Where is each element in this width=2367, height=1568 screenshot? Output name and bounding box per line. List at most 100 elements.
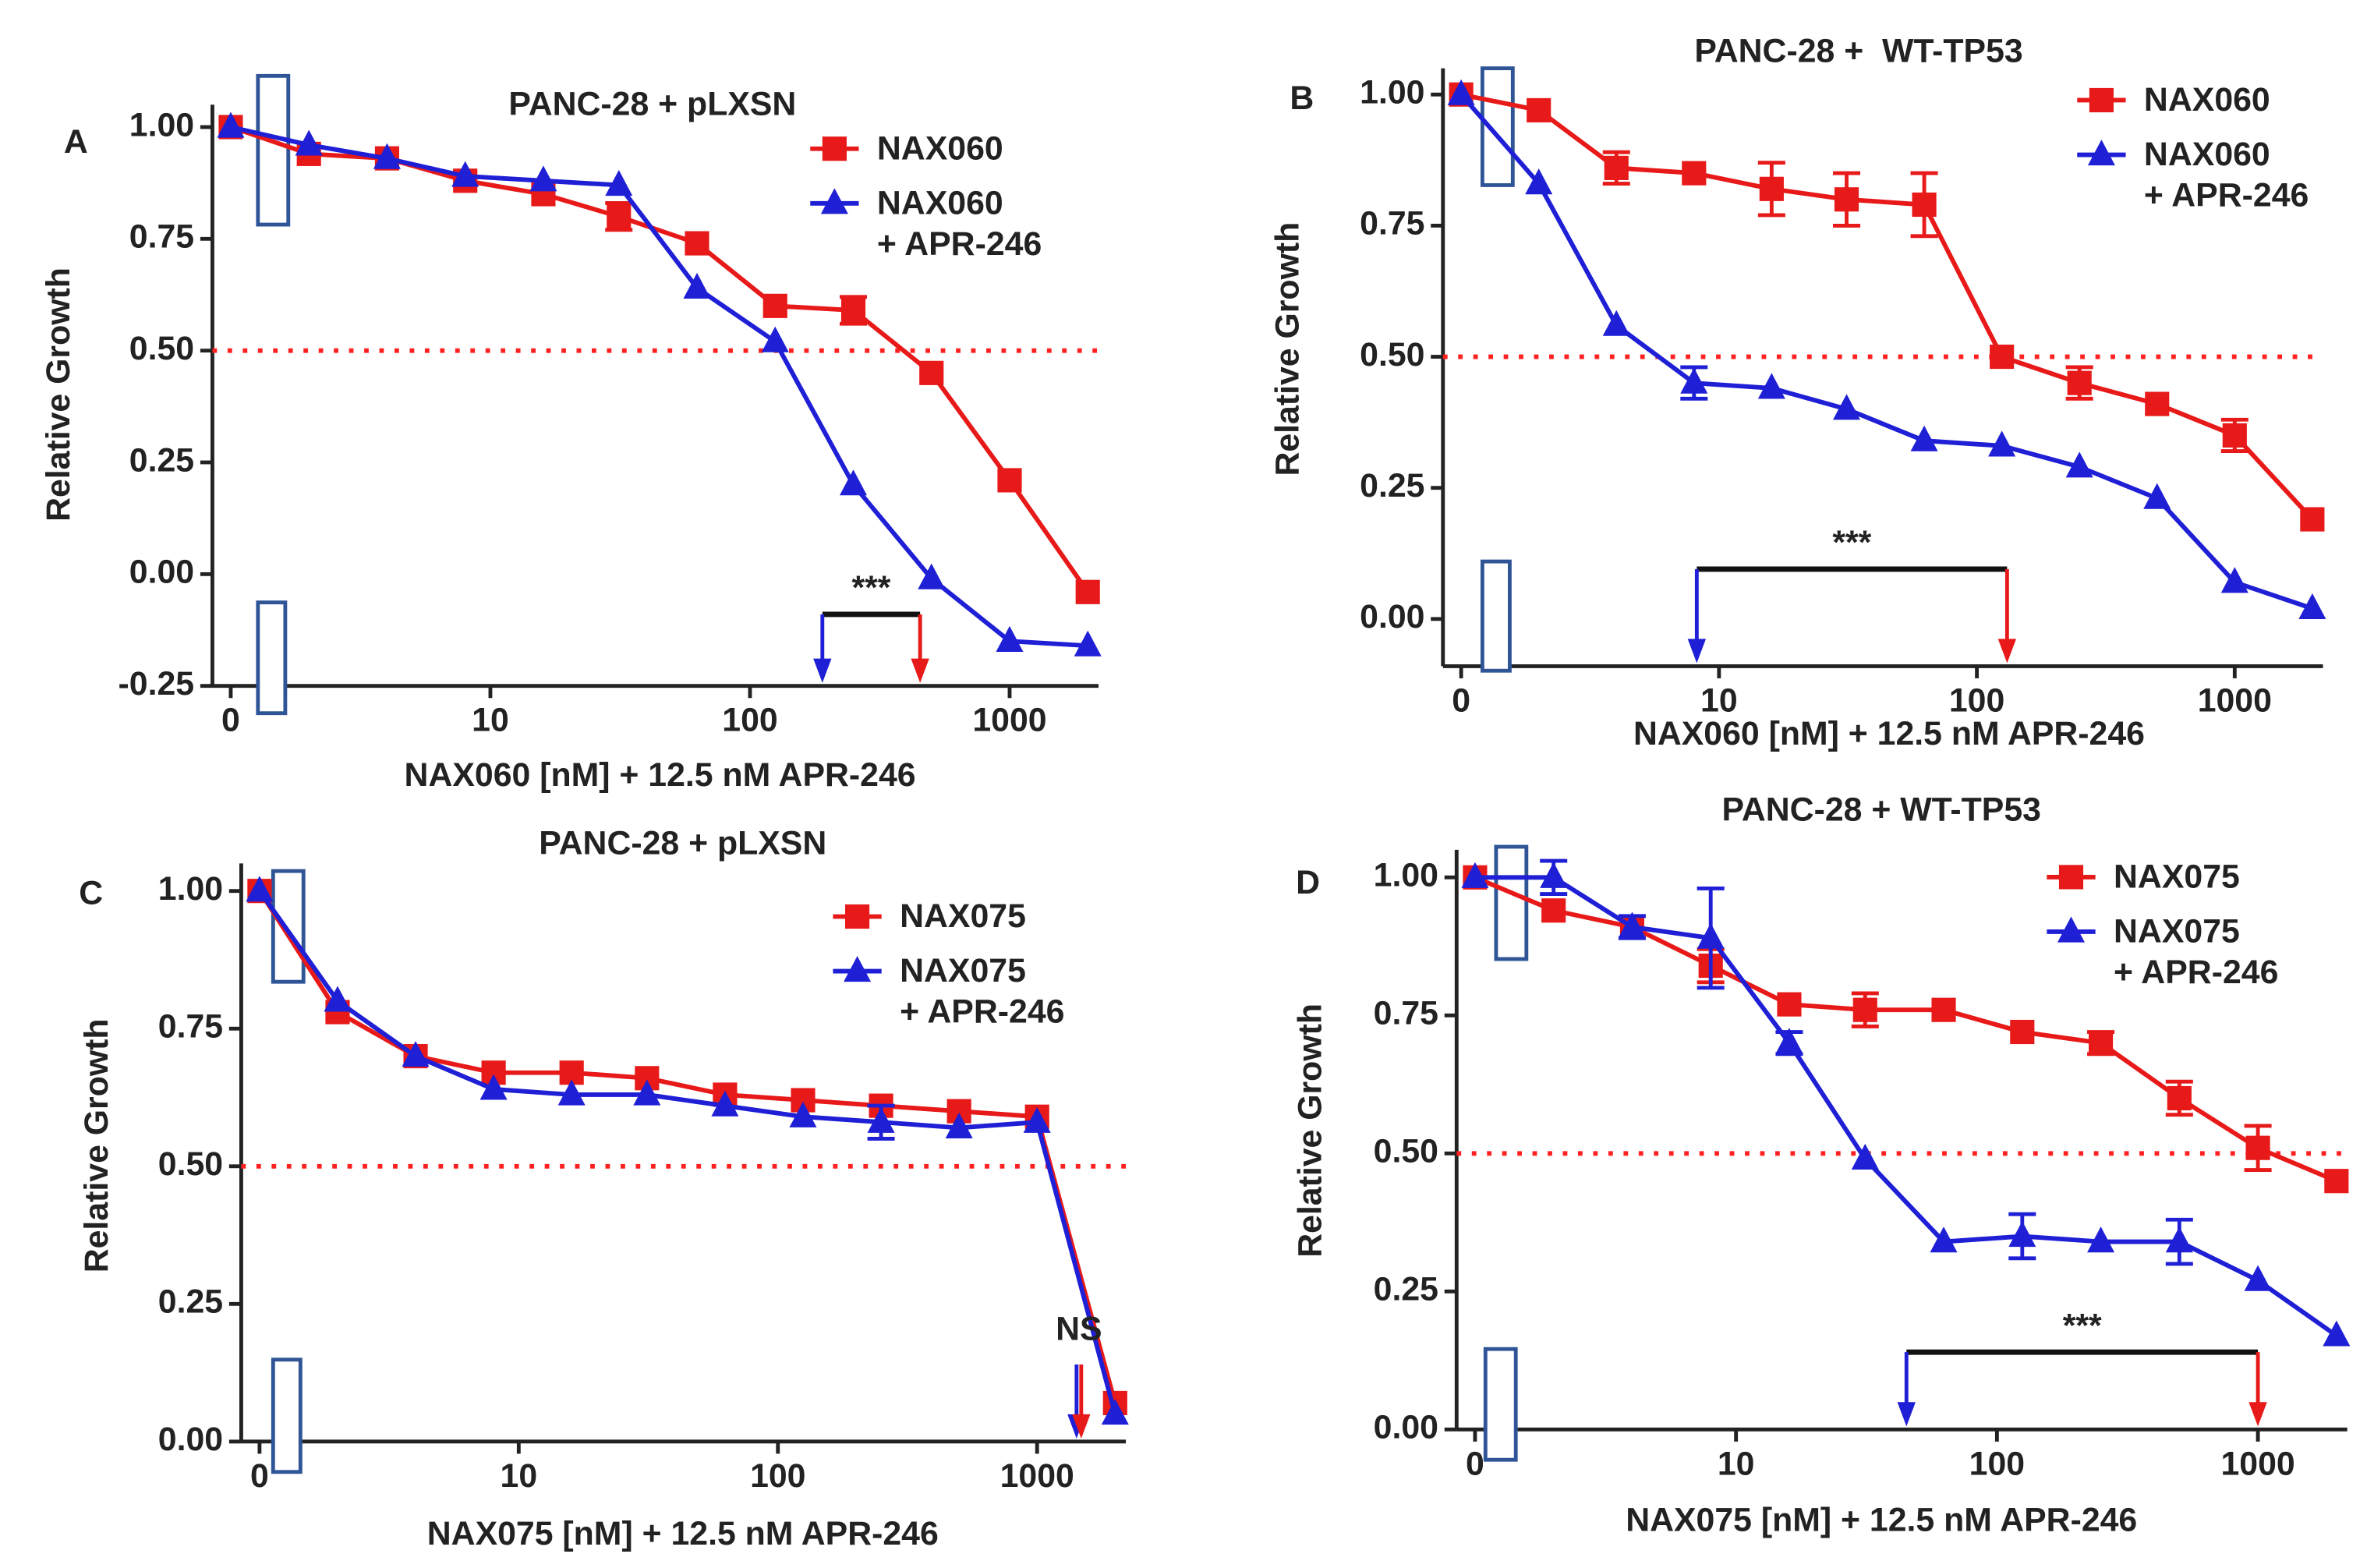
y-tick-label: 0.75	[129, 218, 194, 256]
data-point	[1101, 1399, 1129, 1425]
legend-label: NAX060	[876, 129, 1003, 168]
x-tick-label: 0	[1452, 681, 1470, 719]
axis-break-box	[256, 600, 288, 716]
data-point	[2300, 507, 2325, 532]
data-point	[2165, 1226, 2193, 1253]
legend-item: NAX075	[900, 897, 1026, 935]
legend-item: NAX060	[2144, 80, 2270, 119]
data-point	[996, 625, 1024, 652]
data-point	[1931, 997, 1956, 1022]
series-line	[1474, 875, 2338, 1184]
data-point	[402, 1041, 430, 1067]
data-point	[1930, 1226, 1958, 1253]
x-tick-label: 0	[250, 1457, 269, 1495]
data-point	[2298, 593, 2326, 620]
data-point	[1540, 862, 1568, 888]
y-tick-label: 1.00	[129, 106, 194, 143]
chart-title: PANC-28 + WT-TP53	[1722, 791, 2041, 829]
arrow-head	[1897, 1402, 1916, 1427]
series-line	[1474, 875, 2338, 1338]
y-tick-label: 0.00	[129, 554, 194, 591]
data-point	[1775, 1028, 1803, 1054]
data-point	[711, 1090, 739, 1117]
x-tick-label: 10	[1718, 1445, 1755, 1482]
y-tick-label: 0.75	[1374, 995, 1438, 1032]
x-tick-label: 0	[221, 702, 240, 739]
annotation-text: ***	[851, 569, 890, 607]
chart-title: PANC-28 + pLXSN	[508, 86, 796, 123]
x-tick-label: 100	[1969, 1445, 2025, 1482]
x-tick-label: 1000	[1000, 1457, 1074, 1495]
y-axis-label: Relative Growth	[78, 1018, 115, 1272]
x-tick-label: 1000	[972, 702, 1046, 739]
y-tick-label: 0.75	[1360, 205, 1424, 242]
data-point	[1541, 898, 1566, 923]
legend-marker	[2089, 87, 2114, 113]
data-point	[2245, 1135, 2270, 1160]
data-point	[945, 1112, 973, 1138]
data-point	[867, 1106, 895, 1133]
y-tick-label: 0.25	[158, 1283, 223, 1321]
y-tick-label: 0.00	[158, 1421, 223, 1458]
y-tick-label: 0.00	[1360, 598, 1424, 635]
legend-marker	[844, 956, 872, 982]
x-axis-label: NAX060 [nM] + 12.5 nM APR-246	[405, 756, 916, 794]
y-tick-label: 0.50	[1360, 336, 1424, 373]
legend-marker	[822, 136, 847, 161]
data-point	[1834, 187, 1859, 212]
y-tick-label: 0.25	[129, 441, 194, 479]
axis-break-box	[1483, 1347, 1518, 1462]
x-tick-label: 10	[472, 702, 509, 739]
panel-letter: D	[1296, 864, 1320, 901]
y-tick-label: 0.75	[158, 1008, 223, 1046]
data-point	[683, 272, 711, 299]
data-point	[839, 469, 868, 496]
series-line	[1460, 92, 2315, 521]
y-tick-label: 1.00	[1360, 74, 1424, 111]
panel-letter: A	[64, 123, 88, 161]
data-point	[246, 876, 274, 902]
legend-label: NAX060 + APR-246	[2143, 135, 2309, 214]
data-point	[840, 298, 866, 323]
data-point	[1910, 425, 1938, 451]
x-tick-label: 100	[1949, 681, 2004, 719]
data-point	[2065, 451, 2093, 478]
y-tick-label: 0.50	[1374, 1133, 1438, 1170]
legend-label: NAX075	[2113, 857, 2240, 896]
data-point	[1757, 373, 1785, 399]
data-point	[1074, 630, 1102, 657]
axis-break-box	[271, 869, 306, 984]
axis-break-box	[256, 73, 291, 227]
x-tick-label: 100	[750, 1457, 805, 1495]
x-axis-label: NAX075 [nM] + 12.5 nM APR-246	[1626, 1501, 2137, 1538]
data-point	[1852, 997, 1877, 1022]
data-point	[529, 165, 557, 192]
data-point	[761, 326, 789, 352]
axis-break-box	[271, 1357, 303, 1474]
legend-label: NAX060 + APR-246	[876, 183, 1042, 263]
data-point	[1618, 911, 1646, 938]
arrow-head	[911, 658, 929, 683]
axis-break-box	[1480, 559, 1512, 673]
data-point	[1447, 79, 1475, 105]
annotation-text: NS	[1056, 1310, 1102, 1347]
data-point	[607, 204, 632, 229]
data-point	[2220, 567, 2248, 593]
legend-item: NAX075	[2113, 857, 2240, 896]
data-point	[1697, 922, 1725, 949]
x-tick-label: 10	[501, 1457, 538, 1495]
data-point	[2143, 483, 2171, 509]
data-point	[685, 231, 709, 256]
y-axis-label: Relative Growth	[1269, 222, 1307, 476]
x-tick-label: 1000	[2198, 681, 2272, 719]
arrow-head	[1687, 639, 1707, 664]
annotation-text: ***	[2063, 1307, 2102, 1344]
x-tick-label: 1000	[2220, 1445, 2294, 1482]
y-tick-label: 0.25	[1360, 467, 1424, 504]
data-point	[1682, 161, 1707, 186]
data-point	[2145, 391, 2170, 416]
data-point	[1602, 310, 1630, 336]
arrow-head	[2248, 1402, 2267, 1427]
data-point	[451, 161, 479, 187]
chart-title: PANC-28 + WT-TP53	[1694, 32, 2022, 69]
